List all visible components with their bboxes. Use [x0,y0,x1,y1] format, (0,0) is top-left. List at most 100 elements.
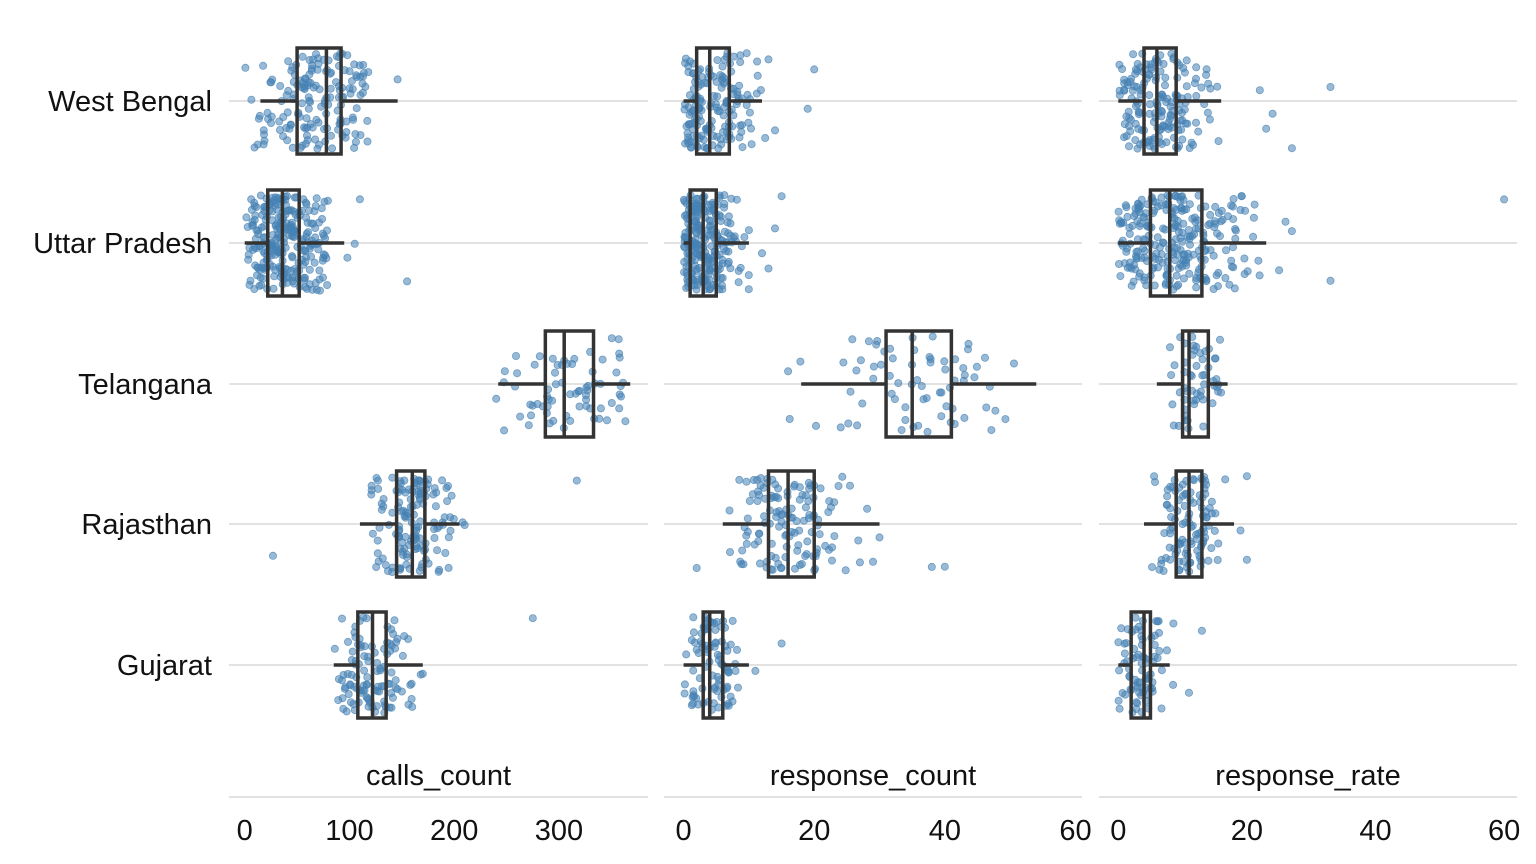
data-point [747,140,756,149]
data-point [681,59,690,68]
data-point [828,543,837,552]
data-point [1163,94,1172,103]
data-point [1176,540,1185,549]
data-point [1217,388,1226,397]
data-point [731,667,740,676]
data-point [526,400,535,409]
data-point [1254,256,1263,265]
data-point [1210,217,1219,226]
data-point [398,651,407,660]
data-point [516,412,525,421]
category-label-uttar-pradesh: Uttar Pradesh [33,228,212,260]
x-tick-label: 100 [325,815,373,847]
data-point [844,419,853,428]
data-point [615,404,624,413]
data-point [1165,115,1174,124]
data-point [345,84,354,93]
data-point [791,564,800,573]
data-point [322,254,331,263]
data-point [1134,650,1143,659]
data-point [247,95,256,104]
data-point [1185,688,1194,697]
data-point [374,484,383,493]
data-point [1145,91,1154,100]
data-point [407,695,416,704]
data-point [959,364,968,373]
data-point [687,636,696,645]
data-point [1168,400,1177,409]
data-point [318,214,327,223]
data-point [440,513,449,522]
data-point [301,139,310,148]
data-point [1222,246,1231,255]
data-point [284,57,293,66]
data-point [1161,73,1170,82]
data-point [373,536,382,545]
data-point [1123,263,1132,272]
data-point [720,244,729,253]
data-point [368,529,377,538]
box-iqr [543,329,596,439]
data-point [1164,125,1173,134]
data-point [743,514,752,523]
data-point [1209,251,1218,260]
data-point [360,686,369,695]
x-tick-label: 60 [1059,815,1091,847]
data-point [337,614,346,623]
data-point [812,421,821,430]
data-point [710,92,719,101]
data-point [331,78,340,87]
data-point [352,104,361,113]
data-point [387,668,396,677]
data-point [512,351,521,360]
panel-title-response-count: response_count [770,760,976,792]
data-point [598,355,607,364]
data-point [1166,343,1175,352]
data-point [1173,244,1182,253]
data-point [1500,195,1509,204]
data-point [1213,229,1222,238]
data-point [583,386,592,395]
data-point [607,334,616,343]
data-point [400,512,409,521]
data-point [1167,49,1176,58]
data-point [740,233,749,242]
data-point [940,562,949,571]
data-point [923,427,932,436]
data-point [1134,124,1143,133]
data-point [1157,666,1166,675]
data-point [376,664,385,673]
data-point [1169,421,1178,430]
box-gujarat [333,610,423,720]
data-point [1231,234,1240,243]
data-point [1115,666,1124,675]
data-point [716,71,725,80]
data-point [1188,231,1197,240]
data-point [553,360,562,369]
data-point [692,564,701,573]
data-point [1189,476,1198,485]
data-point [373,682,382,691]
data-point [400,544,409,553]
data-point [1214,539,1223,548]
data-point [745,496,754,505]
panel-title-calls-count: calls_count [366,760,511,792]
data-point [754,537,763,546]
data-point [271,266,280,275]
data-point [343,253,352,262]
data-point [1268,109,1277,118]
data-point [1145,109,1154,118]
data-point [917,381,926,390]
data-point [1170,361,1179,370]
data-point [1182,56,1191,65]
data-point [788,513,797,522]
data-point [1221,273,1230,282]
data-point [719,127,728,136]
box-iqr [1180,329,1211,439]
data-point [1162,138,1171,147]
data-point [306,78,315,87]
data-point [1207,544,1216,553]
data-point [575,386,584,395]
data-point [614,335,623,344]
